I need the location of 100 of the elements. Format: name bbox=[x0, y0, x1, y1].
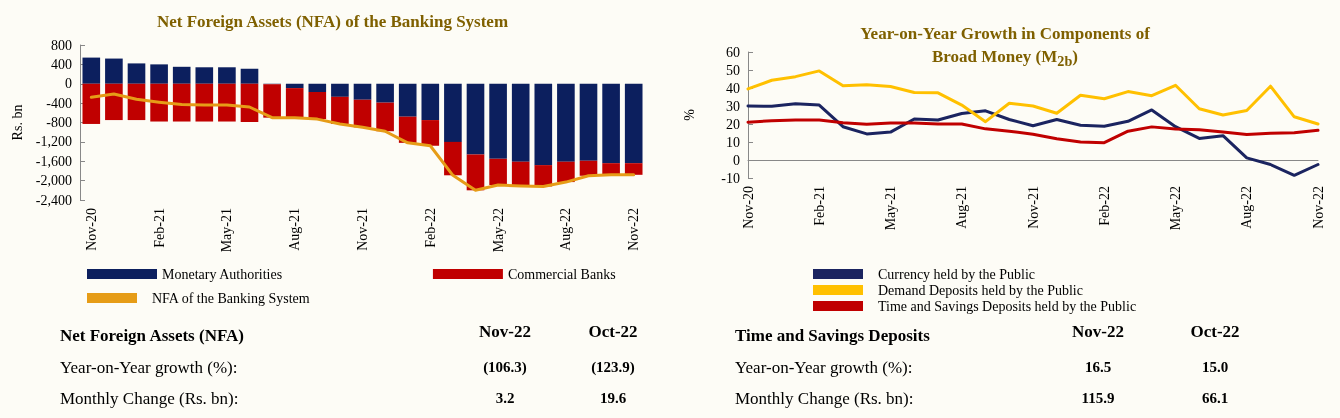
text: 115.9 bbox=[1081, 390, 1115, 406]
y-tick-label: 800 bbox=[51, 37, 72, 53]
y-tick-label: -10 bbox=[721, 170, 740, 186]
bar bbox=[82, 83, 101, 124]
legend-label: Currency held by the Public bbox=[878, 266, 1036, 282]
bar bbox=[444, 141, 462, 176]
text: 3.2 bbox=[495, 390, 515, 406]
chart-title: Year-on-Year Growth in Components of Broad Money (M$_{2b}$) bbox=[859, 23, 1151, 72]
category-label: Oct-22 bbox=[587, 322, 639, 342]
bar bbox=[466, 83, 485, 155]
x-tick-label: May-22 bbox=[1168, 186, 1183, 231]
y-tick-label: -2,400 bbox=[35, 192, 72, 208]
bar bbox=[421, 83, 440, 121]
text: (106.3) bbox=[483, 359, 527, 375]
x-tick-label: Nov-22 bbox=[1310, 186, 1326, 229]
bar bbox=[466, 154, 485, 191]
y-tick-label: 40 bbox=[726, 80, 740, 96]
line-series bbox=[746, 69, 1320, 126]
x-tick-label: Nov-20 bbox=[83, 208, 99, 251]
bar bbox=[398, 83, 417, 117]
x-tick-label: May-21 bbox=[219, 208, 235, 253]
line-series bbox=[746, 118, 1320, 145]
x-tick-label: Feb-22 bbox=[1096, 186, 1112, 226]
x-tick-label: Aug-21 bbox=[287, 208, 303, 251]
y-tick-label: 10 bbox=[726, 134, 740, 150]
text: 19.6 bbox=[599, 390, 627, 406]
bar bbox=[579, 83, 598, 161]
bar bbox=[511, 161, 530, 186]
y-tick-label: -1,200 bbox=[35, 134, 72, 150]
legend-label: Time and Savings Deposits held by the Public bbox=[878, 298, 1137, 314]
text: Net Foreign Assets (NFA) bbox=[60, 326, 244, 346]
x-tick-label: Nov-21 bbox=[1025, 186, 1041, 229]
y-tick-label: 400 bbox=[51, 56, 72, 72]
category-label: Monthly Change (Rs. bn): bbox=[735, 389, 914, 408]
bar bbox=[172, 66, 191, 84]
bar bbox=[489, 83, 507, 159]
bar bbox=[308, 83, 327, 92]
bar bbox=[376, 83, 394, 103]
text: 15.0 bbox=[1201, 359, 1229, 375]
bar bbox=[489, 158, 507, 185]
bar bbox=[285, 83, 304, 89]
y-tick-label: 0 bbox=[733, 152, 740, 168]
category-label: Nov-22 bbox=[478, 322, 532, 342]
text: 16.5 bbox=[1084, 359, 1112, 375]
bar bbox=[218, 67, 236, 84]
x-tick-label: Aug-22 bbox=[558, 208, 574, 251]
bar bbox=[331, 83, 349, 97]
bar bbox=[195, 83, 214, 122]
bar bbox=[263, 84, 281, 118]
x-tick-label: May-21 bbox=[883, 186, 898, 231]
x-tick-label: Feb-22 bbox=[422, 208, 438, 248]
y-tick-label: -2,000 bbox=[35, 173, 72, 189]
bar bbox=[308, 91, 327, 120]
category-label: Year-on-Year growth (%): bbox=[60, 358, 238, 377]
bar bbox=[218, 83, 236, 122]
y-tick-label: 30 bbox=[726, 98, 740, 114]
bar bbox=[150, 64, 168, 84]
text: Time and Savings Deposits bbox=[735, 326, 930, 346]
line-series bbox=[89, 92, 636, 192]
legend-label: Monetary Authorities bbox=[162, 266, 283, 282]
bar bbox=[195, 67, 214, 84]
text: 66.1 bbox=[1201, 390, 1229, 406]
bar bbox=[376, 102, 394, 132]
x-tick-label: Nov-21 bbox=[355, 208, 370, 251]
y-tick-label: -800 bbox=[46, 115, 72, 130]
y-tick-label: 20 bbox=[726, 116, 740, 132]
bar bbox=[105, 58, 123, 84]
category-label: Year-on-Year growth (%): bbox=[735, 358, 913, 377]
bar bbox=[624, 83, 643, 164]
x-tick-label: Aug-21 bbox=[954, 186, 970, 229]
y-axis-title: Rs. bn bbox=[10, 104, 26, 141]
y-tick-label: 60 bbox=[726, 44, 740, 60]
category-label: Oct-22 bbox=[1189, 322, 1241, 342]
bar bbox=[353, 99, 372, 128]
legend-label: NFA of the Banking System bbox=[152, 290, 310, 306]
y-tick-label: -400 bbox=[46, 95, 72, 111]
bar bbox=[172, 83, 191, 122]
x-tick-label: Feb-21 bbox=[811, 186, 827, 226]
text: (123.9) bbox=[591, 359, 635, 375]
x-tick-label: Feb-21 bbox=[151, 208, 167, 248]
bar bbox=[421, 120, 440, 146]
bar bbox=[557, 161, 575, 183]
bar bbox=[331, 96, 349, 124]
x-tick-label: Nov-20 bbox=[740, 186, 756, 229]
bar bbox=[285, 88, 304, 118]
bar bbox=[398, 116, 417, 143]
bar bbox=[240, 68, 259, 84]
bar bbox=[534, 165, 553, 187]
bar bbox=[105, 83, 123, 121]
x-tick-label: May-22 bbox=[490, 208, 506, 253]
bar bbox=[150, 83, 168, 122]
x-tick-label: Aug-22 bbox=[1239, 186, 1255, 229]
category-label: Nov-22 bbox=[1071, 322, 1125, 342]
x-tick-label: Nov-22 bbox=[626, 208, 642, 251]
bar bbox=[127, 63, 146, 84]
line-series bbox=[746, 102, 1320, 177]
bar bbox=[557, 83, 575, 162]
bar bbox=[624, 163, 643, 175]
chart-title: Net Foreign Assets (NFA) of the Banking System bbox=[156, 11, 509, 33]
y-tick-label: 0 bbox=[65, 76, 72, 92]
